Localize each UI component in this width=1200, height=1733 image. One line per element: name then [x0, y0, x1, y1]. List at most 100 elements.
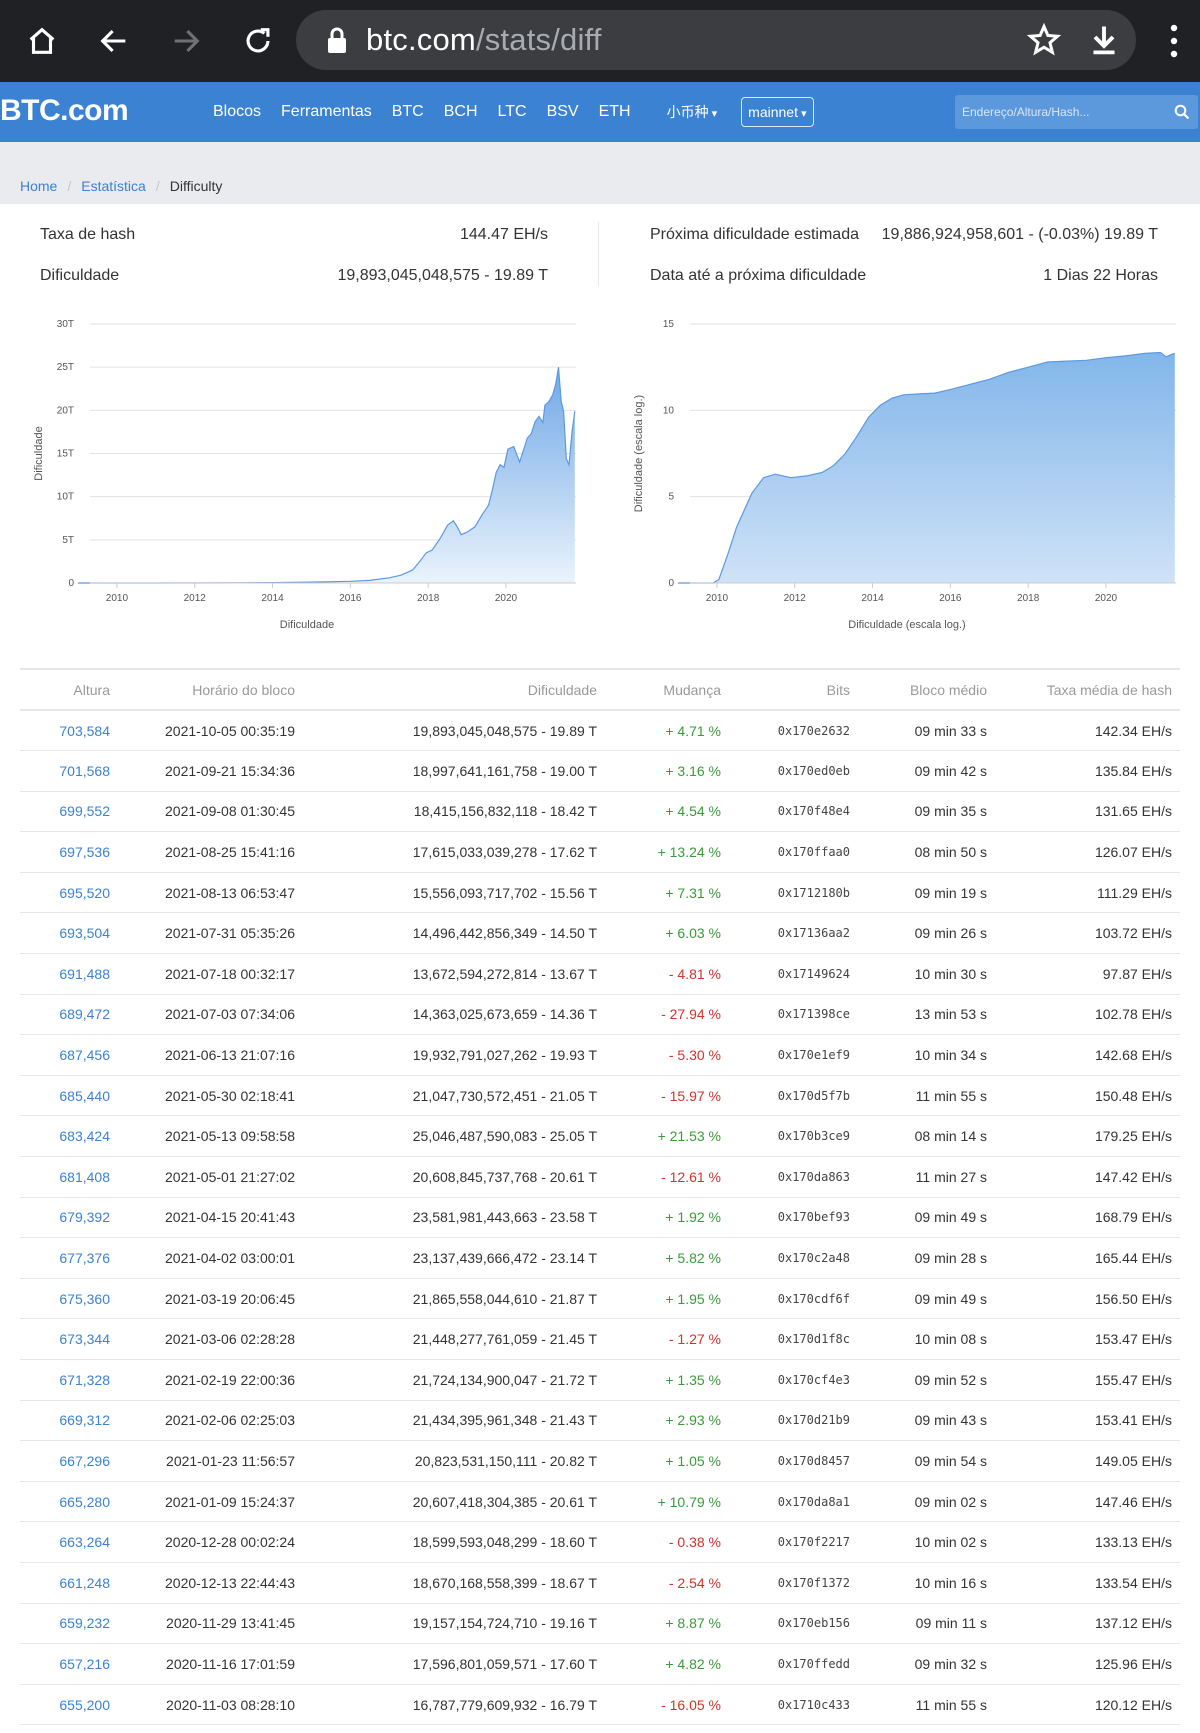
nav-eth[interactable]: ETH [598, 103, 631, 120]
block-height-link[interactable]: 659,232 [59, 1615, 110, 1632]
forward-icon[interactable] [156, 11, 216, 71]
height-cell: 687,456 [20, 1034, 130, 1076]
y-tick-label: 5 [668, 492, 674, 503]
search-input[interactable] [962, 105, 1162, 119]
block-height-link[interactable]: 691,488 [59, 965, 110, 982]
bits-value: 0x170e2632 [721, 710, 850, 752]
block-height-link[interactable]: 693,504 [59, 925, 110, 942]
change-value: + 21.53 % [597, 1115, 721, 1158]
avg-hashrate: 142.34 EH/s [987, 710, 1180, 752]
stat-label: Taxa de hash [40, 226, 136, 243]
reload-icon[interactable] [228, 11, 288, 71]
block-height-link[interactable]: 667,296 [59, 1452, 110, 1469]
x-tick-label: 2014 [861, 593, 884, 604]
table-row: 681,408 2021-05-01 21:27:02 20,608,845,737… [20, 1156, 1180, 1198]
block-height-link[interactable]: 701,568 [59, 762, 110, 779]
avg-hashrate: 97.87 EH/s [987, 953, 1180, 995]
table-row: 671,328 2021-02-19 22:00:36 21,724,134,900… [20, 1359, 1180, 1401]
table-row: 685,440 2021-05-30 02:18:41 21,047,730,572… [20, 1075, 1180, 1117]
change-value: + 1.05 % [597, 1440, 721, 1482]
home-icon[interactable] [12, 11, 72, 71]
block-height-link[interactable]: 685,440 [59, 1087, 110, 1104]
block-height-link[interactable]: 657,216 [59, 1655, 110, 1672]
difficulty-value: 17,596,801,059,571 - 17.60 T [295, 1643, 597, 1685]
address-bar[interactable]: btc.com/stats/diff [296, 10, 1136, 70]
avg-block-time: 13 min 53 s [850, 994, 987, 1036]
breadcrumb-home[interactable]: Home [20, 178, 58, 194]
stats-divider [598, 222, 599, 286]
table-row: 703,584 2021-10-05 00:35:19 19,893,045,048… [20, 710, 1180, 752]
bits-value: 0x1712180b [721, 872, 850, 914]
block-height-link[interactable]: 663,264 [59, 1534, 110, 1551]
block-height-link[interactable]: 673,344 [59, 1331, 110, 1348]
block-height-link[interactable]: 677,376 [59, 1250, 110, 1267]
nav-btc[interactable]: BTC [391, 103, 424, 120]
col-block-time: Horário do bloco [130, 668, 295, 711]
change-value: + 8.87 % [597, 1603, 721, 1645]
block-height-link[interactable]: 695,520 [59, 884, 110, 901]
block-time: 2021-06-13 21:07:16 [130, 1034, 295, 1076]
bookmark-star-icon[interactable] [1026, 22, 1062, 58]
coins-dropdown[interactable]: 小币种 [667, 102, 718, 122]
height-cell: 689,472 [20, 994, 130, 1036]
block-height-link[interactable]: 681,408 [59, 1168, 110, 1185]
network-select[interactable]: mainnet [741, 97, 814, 127]
table-header-row: Altura Horário do bloco Dificuldade Muda… [20, 668, 1180, 711]
bits-value: 0x170b3ce9 [721, 1115, 850, 1158]
y-tick-label: 20T [57, 405, 74, 416]
y-tick-label: 0 [68, 578, 74, 589]
change-value: + 10.79 % [597, 1481, 721, 1523]
change-value: + 3.16 % [597, 750, 721, 792]
block-height-link[interactable]: 675,360 [59, 1290, 110, 1307]
breadcrumb-stats[interactable]: Estatística [81, 178, 146, 194]
block-height-link[interactable]: 689,472 [59, 1006, 110, 1023]
height-cell: 657,216 [20, 1643, 130, 1685]
nav-bch[interactable]: BCH [443, 103, 478, 120]
block-height-link[interactable]: 699,552 [59, 803, 110, 820]
y-axis-label: Dificuldade [33, 426, 45, 480]
block-height-link[interactable]: 703,584 [59, 722, 110, 739]
table-row: 687,456 2021-06-13 21:07:16 19,932,791,027… [20, 1034, 1180, 1076]
block-time: 2021-03-19 20:06:45 [130, 1278, 295, 1320]
nav-blocos[interactable]: Blocos [213, 103, 262, 120]
table-row: 657,216 2020-11-16 17:01:59 17,596,801,059… [20, 1643, 1180, 1685]
nav-bsv[interactable]: BSV [546, 103, 579, 120]
block-height-link[interactable]: 661,248 [59, 1574, 110, 1591]
block-height-link[interactable]: 665,280 [59, 1493, 110, 1510]
avg-hashrate: 142.68 EH/s [987, 1034, 1180, 1076]
avg-hashrate: 137.12 EH/s [987, 1603, 1180, 1645]
site-logo[interactable]: BTC.com [0, 94, 129, 127]
avg-block-time: 09 min 11 s [850, 1603, 987, 1645]
block-height-link[interactable]: 697,536 [59, 844, 110, 861]
block-height-link[interactable]: 679,392 [59, 1209, 110, 1226]
url-text: btc.com/stats/diff [366, 22, 602, 57]
more-menu-icon[interactable] [1170, 24, 1178, 58]
block-time: 2021-05-01 21:27:02 [130, 1156, 295, 1198]
avg-hashrate: 120.12 EH/s [987, 1684, 1180, 1726]
download-icon[interactable] [1086, 22, 1122, 58]
change-value: + 4.82 % [597, 1643, 721, 1685]
y-tick-label: 25T [57, 362, 74, 373]
avg-hashrate: 111.29 EH/s [987, 872, 1180, 914]
block-height-link[interactable]: 683,424 [59, 1128, 110, 1145]
x-axis-label: Dificuldade [280, 619, 334, 631]
search-icon[interactable] [1174, 104, 1190, 120]
avg-block-time: 09 min 54 s [850, 1440, 987, 1482]
block-height-link[interactable]: 687,456 [59, 1047, 110, 1064]
block-height-link[interactable]: 671,328 [59, 1371, 110, 1388]
bits-value: 0x170cdf6f [721, 1278, 850, 1320]
x-tick-label: 2016 [339, 593, 362, 604]
block-height-link[interactable]: 669,312 [59, 1412, 110, 1429]
difficulty-value: 21,448,277,761,059 - 21.45 T [295, 1318, 597, 1360]
avg-block-time: 09 min 49 s [850, 1197, 987, 1239]
nav-ferramentas[interactable]: Ferramentas [281, 103, 372, 120]
table-row: 667,296 2021-01-23 11:56:57 20,823,531,150… [20, 1440, 1180, 1482]
difficulty-area [78, 367, 575, 583]
block-time: 2020-12-13 22:44:43 [130, 1562, 295, 1604]
block-height-link[interactable]: 655,200 [59, 1696, 110, 1713]
nav-ltc[interactable]: LTC [497, 103, 527, 120]
back-icon[interactable] [84, 11, 144, 71]
col-avg-hashrate: Taxa média de hash [987, 668, 1180, 711]
avg-hashrate: 147.42 EH/s [987, 1156, 1180, 1198]
avg-block-time: 10 min 02 s [850, 1521, 987, 1563]
